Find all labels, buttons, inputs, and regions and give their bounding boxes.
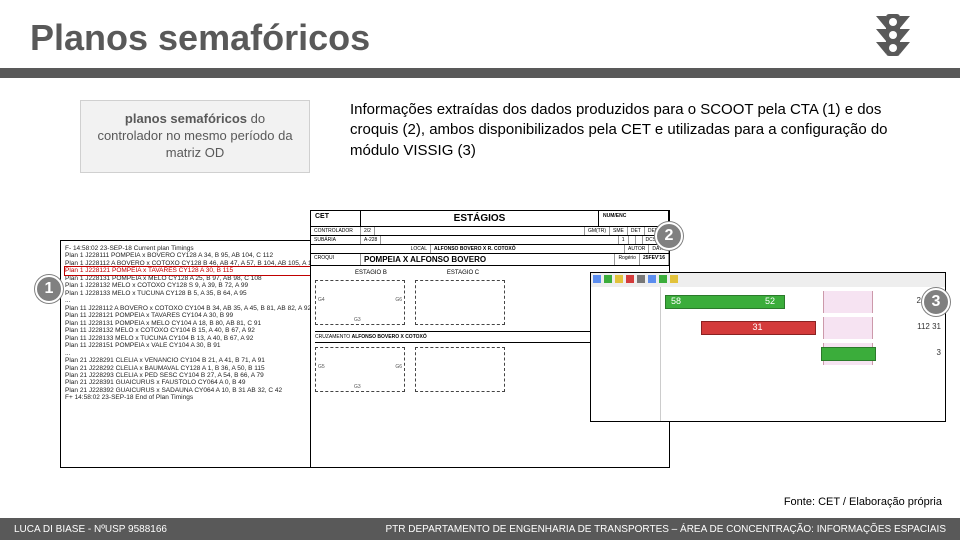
diagram-box: G5 G6 G3 xyxy=(315,347,405,392)
page-title: Planos semafóricos xyxy=(30,17,370,59)
p2-org: CET xyxy=(311,211,361,226)
diagram-box xyxy=(415,347,505,392)
footer-left: LUCA DI BIASE - NºUSP 9588166 xyxy=(14,524,167,535)
p2-title: ESTÁGIOS xyxy=(361,211,599,226)
p2-est-b: ESTAGIO B xyxy=(355,270,387,276)
p2-cruz: ALFONSO BOVERO X COTOXÓ xyxy=(352,334,427,340)
footer-bar: LUCA DI BIASE - NºUSP 9588166 PTR DEPART… xyxy=(0,518,960,540)
callout-box: planos semafóricos do controlador no mes… xyxy=(80,100,310,173)
p3-toolbar xyxy=(591,273,945,287)
figure-zone: F- 14:58:02 23-SEP-18 Current plan Timin… xyxy=(60,210,950,480)
p2-data: 25FEV'16 xyxy=(640,254,669,265)
diagram-box xyxy=(415,280,505,325)
p2-subaria: A-228 xyxy=(361,236,381,244)
p2-num: NUM/ENC xyxy=(599,211,669,226)
p2-controlador: 2/2 xyxy=(361,227,375,235)
traffic-light-icon xyxy=(866,8,920,67)
panel-vissig: 585224 59231112 313 xyxy=(590,272,946,422)
badge-1: 1 xyxy=(35,275,63,303)
p2-est-c: ESTAGIO C xyxy=(447,270,479,276)
description-text: Informações extraídas dos dados produzid… xyxy=(350,100,930,161)
badge-3: 3 xyxy=(922,288,950,316)
source-text: Fonte: CET / Elaboração própria xyxy=(784,496,942,508)
footer-right: PTR DEPARTAMENTO DE ENGENHARIA DE TRANSP… xyxy=(386,524,946,535)
diagram-box: G4 G6 G3 xyxy=(315,280,405,325)
p3-left-col xyxy=(591,287,661,421)
p2-croqui: POMPEIA X ALFONSO BOVERO xyxy=(361,254,615,265)
title-underline xyxy=(0,68,960,78)
badge-2: 2 xyxy=(655,222,683,250)
callout-bold: planos semafóricos xyxy=(125,111,247,126)
p2-local: ALFONSO BOVERO X R. COTOXÓ xyxy=(431,245,625,253)
